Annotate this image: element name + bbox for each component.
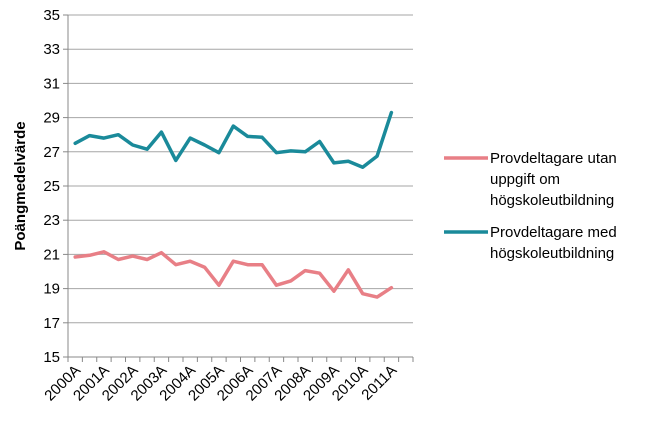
- y-axis: 15 17 19 21 23 25 27 29 31 33 35: [43, 7, 69, 366]
- y-tick-label: 23: [43, 212, 60, 229]
- legend-label: Provdeltagare utan: [490, 150, 617, 167]
- y-tick-label: 31: [43, 75, 60, 92]
- legend: Provdeltagare utan uppgift om högskoleutbi…: [444, 150, 617, 262]
- series-line-1: [73, 250, 394, 299]
- series-lines: [73, 110, 394, 299]
- legend-label: Provdeltagare med: [490, 224, 617, 241]
- legend-label: högskoleutbildning: [490, 245, 614, 262]
- gridlines: [68, 14, 413, 324]
- y-tick-label: 19: [43, 281, 60, 298]
- legend-label: uppgift om: [490, 171, 560, 188]
- y-tick-label: 17: [43, 315, 60, 332]
- y-tick-label: 35: [43, 7, 60, 24]
- y-tick-label: 33: [43, 41, 60, 58]
- series-line-2: [73, 110, 394, 169]
- y-tick-label: 21: [43, 246, 60, 263]
- y-tick-label: 29: [43, 110, 60, 127]
- y-axis-label: Poängmedelvärde: [12, 121, 29, 250]
- y-tick-label: 25: [43, 178, 60, 195]
- y-tick-label: 15: [43, 349, 60, 366]
- y-tick-label: 27: [43, 144, 60, 161]
- x-axis: 2000A2001A2002A2003A2004A2005A2006A2007A…: [41, 356, 414, 404]
- legend-label: högskoleutbildning: [490, 192, 614, 209]
